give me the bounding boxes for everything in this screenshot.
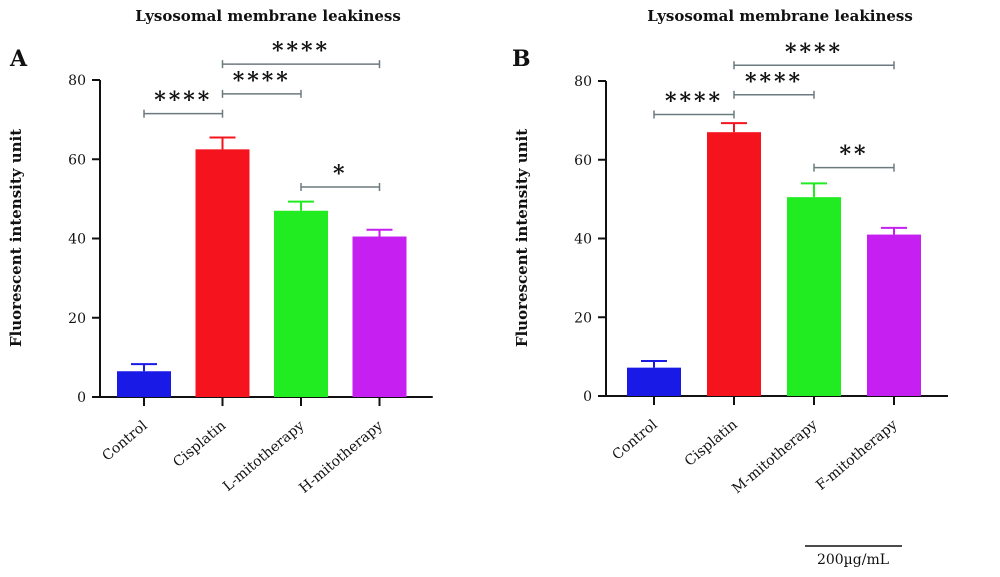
panel-a: Lysosomal membrane leakiness A Fluorescent…: [7, 7, 433, 497]
significance-stars-1: ****: [154, 88, 212, 114]
y-tick-label: 60: [68, 152, 86, 168]
category-label-2: Cisplatin: [170, 418, 229, 471]
bar-2: [195, 149, 250, 397]
bar-4: [352, 236, 407, 397]
chart-title: Lysosomal membrane leakiness: [647, 7, 913, 25]
chart-title: Lysosomal membrane leakiness: [135, 7, 401, 25]
bar-1: [117, 371, 171, 397]
significance-stars-2: ****: [233, 68, 291, 94]
category-label-4: H-mitotherapy: [296, 418, 386, 497]
bar-2: [707, 132, 761, 396]
category-label-2: Cisplatin: [682, 417, 741, 470]
category-label-1: Control: [99, 417, 151, 464]
y-tick-label: 60: [574, 153, 592, 169]
panel-letter: B: [512, 46, 531, 72]
y-tick-label: 80: [574, 74, 592, 90]
y-tick-label: 40: [68, 232, 86, 248]
panel-letter: A: [9, 46, 28, 72]
significance-stars-1: ****: [665, 88, 723, 114]
category-label-3: L-mitotherapy: [220, 418, 307, 495]
panel-b: Lysosomal membrane leakiness B Fluorescent…: [512, 7, 948, 497]
y-tick-label: 20: [68, 311, 86, 327]
significance-stars-2: ****: [745, 69, 803, 95]
y-tick-label: 40: [574, 232, 592, 248]
significance-stars-4: **: [839, 142, 868, 168]
category-label-4: F-mitotherapy: [813, 417, 900, 494]
bar-1: [627, 367, 681, 396]
y-tick-label: 20: [574, 310, 592, 326]
y-axis-label: Fluorescent intensity unit: [513, 129, 531, 347]
bar-3: [274, 210, 328, 397]
significance-stars-4: *: [333, 161, 348, 187]
category-label-3: M-mitotherapy: [729, 417, 820, 497]
y-tick-label: 80: [68, 73, 86, 89]
y-axis-label: Fluorescent intensity unit: [7, 129, 25, 347]
bar-4: [867, 234, 921, 396]
bar-3: [787, 197, 841, 396]
footnote-label: 200µg/mL: [817, 552, 889, 568]
significance-stars-3: ****: [785, 39, 843, 65]
category-label-1: Control: [609, 416, 661, 463]
y-tick-label: 0: [583, 389, 592, 405]
y-tick-label: 0: [77, 390, 86, 406]
significance-stars-3: ****: [272, 38, 330, 64]
